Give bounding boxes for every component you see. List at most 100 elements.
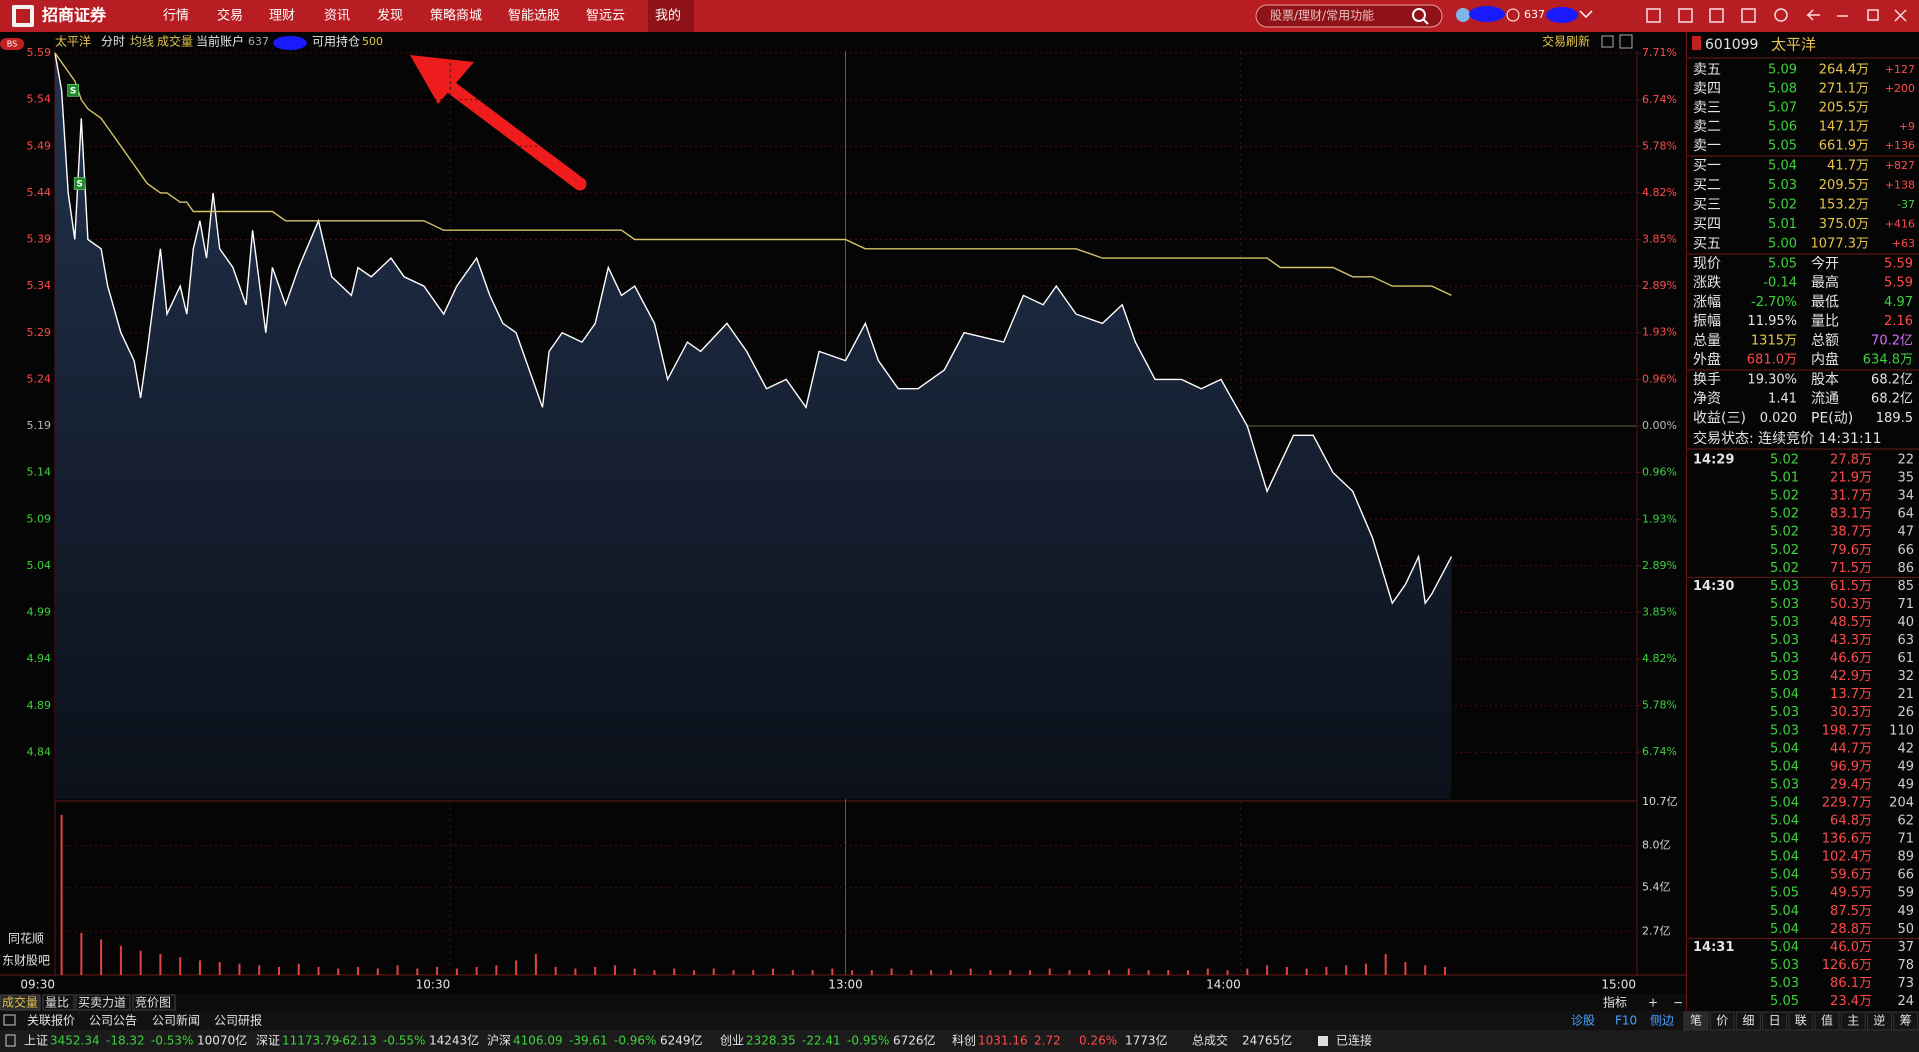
order-volume: 1077.3万: [1811, 237, 1870, 252]
tool-button[interactable]: +: [1648, 996, 1658, 1010]
tool-icon[interactable]: [1646, 8, 1661, 23]
chart-tab[interactable]: [42, 994, 75, 1011]
volume-bar: [1384, 953, 1387, 975]
side-tab-label[interactable]: 筹: [1900, 1014, 1912, 1028]
search-icon[interactable]: [1412, 8, 1426, 22]
volume-bar: [930, 970, 933, 975]
menu-item[interactable]: 智远云: [586, 9, 625, 24]
side-tab-label[interactable]: 逆: [1873, 1013, 1885, 1028]
side-tab[interactable]: [1866, 1011, 1892, 1031]
tool-icon[interactable]: [1709, 8, 1724, 23]
link[interactable]: 关联报价: [27, 1013, 75, 1028]
legend-entry[interactable]: 分时: [101, 35, 125, 49]
trade-volume: 136.6万: [1822, 832, 1872, 847]
link-icon[interactable]: [3, 1014, 16, 1026]
link[interactable]: 诊股: [1571, 1014, 1595, 1028]
side-tab[interactable]: [1788, 1011, 1814, 1031]
tool-button[interactable]: 指标: [1603, 995, 1627, 1010]
volume-bar: [139, 950, 142, 975]
side-tab-label[interactable]: 联: [1795, 1014, 1807, 1028]
trade-count: 59: [1897, 886, 1914, 901]
tool-icon[interactable]: [1741, 8, 1756, 23]
side-tab[interactable]: [1893, 1011, 1919, 1031]
menu-item[interactable]: 发现: [377, 8, 403, 24]
trade-price: 5.02: [1770, 561, 1799, 576]
order-price: 5.05: [1768, 139, 1797, 154]
side-label[interactable]: 同花顺: [8, 931, 44, 946]
link[interactable]: 侧边: [1650, 1014, 1674, 1028]
volume-bar: [416, 968, 419, 975]
close-icon[interactable]: [1894, 9, 1907, 22]
total-label: 总成交: [1192, 1033, 1228, 1048]
trade-marker-label: S: [76, 180, 82, 190]
link[interactable]: 公司研报: [214, 1013, 262, 1028]
volume-bar: [851, 970, 854, 975]
redaction: [1469, 6, 1505, 22]
legend-entry[interactable]: 成交量: [157, 34, 193, 49]
search-placeholder[interactable]: 股票/理财/常用功能: [1270, 9, 1374, 23]
legend-entry[interactable]: 均线: [130, 35, 154, 49]
menu-item[interactable]: 智能选股: [508, 9, 560, 24]
order-volume: 661.9万: [1819, 139, 1869, 154]
side-tab[interactable]: [1709, 1011, 1735, 1031]
volume-bar: [80, 932, 83, 975]
volume-bar: [910, 970, 913, 975]
menu-item[interactable]: 理财: [269, 9, 295, 24]
bs-badge[interactable]: [0, 38, 24, 50]
volume-bar: [574, 968, 577, 975]
volume-bar: [1226, 970, 1229, 975]
trade-count: 85: [1897, 579, 1914, 594]
link[interactable]: F10: [1615, 1014, 1637, 1028]
side-tab[interactable]: [1814, 1011, 1840, 1031]
side-tab[interactable]: [1683, 1011, 1709, 1031]
chart-tab-label[interactable]: 成交量: [2, 995, 38, 1010]
stock-name: 太平洋: [55, 34, 91, 49]
search-box[interactable]: [1255, 4, 1443, 28]
trade-volume: 61.5万: [1830, 579, 1872, 594]
tool-icon[interactable]: [1678, 8, 1693, 23]
chart-tab[interactable]: [132, 994, 176, 1011]
volume-bar: [376, 968, 379, 975]
menu-item[interactable]: 我的: [655, 8, 681, 24]
side-tab-label[interactable]: 日: [1769, 1014, 1781, 1028]
y-tick-label: 4.89: [27, 699, 52, 712]
side-tab-label[interactable]: 笔: [1690, 1013, 1702, 1028]
side-tab[interactable]: [1762, 1011, 1788, 1031]
menu-item[interactable]: 行情: [163, 9, 189, 24]
y-tick-label: 2.7亿: [1642, 924, 1671, 937]
y2-tick-label: 6.74%: [1642, 93, 1677, 106]
order-label: 卖四: [1693, 81, 1721, 97]
y2-tick-label: 6.74%: [1642, 745, 1677, 758]
order-price: 5.08: [1768, 82, 1797, 97]
panel-icon[interactable]: [1601, 35, 1614, 48]
maximize-icon[interactable]: [1867, 9, 1879, 21]
side-tab-label[interactable]: 细: [1742, 1014, 1754, 1028]
dropdown-icon[interactable]: [1579, 10, 1593, 19]
link[interactable]: 公司新闻: [152, 1013, 200, 1028]
order-volume: 205.5万: [1819, 101, 1869, 116]
link[interactable]: 公司公告: [89, 1014, 137, 1028]
side-tab[interactable]: [1840, 1011, 1866, 1031]
side-tab-label[interactable]: 值: [1821, 1013, 1833, 1028]
menu-item[interactable]: 交易: [217, 8, 243, 24]
menu-item[interactable]: 策略商城: [430, 8, 482, 24]
settings-icon[interactable]: [1774, 8, 1788, 22]
side-tab-label[interactable]: 价: [1716, 1014, 1728, 1028]
refresh-button[interactable]: 交易刷新: [1542, 34, 1590, 49]
chart-tab-label[interactable]: 量比: [45, 996, 69, 1010]
panel-icon[interactable]: [1619, 34, 1633, 49]
side-tab-label[interactable]: 主: [1847, 1014, 1859, 1028]
tool-button[interactable]: −: [1673, 996, 1683, 1010]
side-label[interactable]: 东财股吧: [2, 954, 50, 968]
side-tab[interactable]: [1735, 1011, 1761, 1031]
menu-item[interactable]: 资讯: [324, 9, 350, 24]
chart-tab[interactable]: [75, 994, 131, 1011]
trade-marker: [67, 84, 79, 97]
back-icon[interactable]: [1806, 9, 1820, 21]
index-name: 上证: [24, 1034, 48, 1048]
trade-count: 204: [1889, 795, 1914, 810]
chart-tab-label[interactable]: 买卖力道: [78, 996, 126, 1010]
chart-tab-label[interactable]: 竞价图: [135, 996, 171, 1010]
chart-tab[interactable]: [0, 994, 41, 1011]
avatar[interactable]: [1456, 8, 1470, 22]
